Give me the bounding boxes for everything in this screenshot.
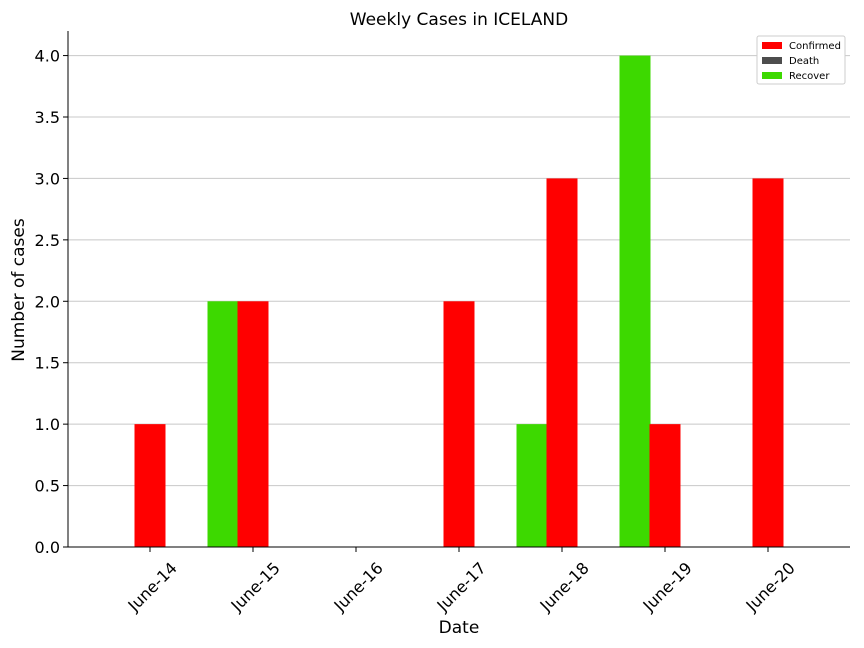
- bar-recover: [207, 301, 239, 547]
- chart-title: Weekly Cases in ICELAND: [350, 10, 568, 30]
- bar-confirmed: [546, 178, 578, 547]
- legend-swatch: [762, 42, 782, 49]
- bar-confirmed: [649, 424, 681, 547]
- bar-confirmed: [134, 424, 166, 547]
- x-axis-title: Date: [439, 618, 480, 638]
- y-tick-label: 1.5: [35, 354, 60, 373]
- x-tick-label: June-19: [639, 558, 696, 615]
- x-tick-label: June-20: [742, 558, 799, 615]
- axes: [63, 31, 850, 552]
- x-tick-labels: June-14 June-15 June-16 June-17 June-18 June-…: [124, 558, 799, 615]
- x-tick-label: June-17: [433, 558, 490, 615]
- x-tick-label: June-16: [330, 558, 387, 615]
- y-tick-label: 3.5: [35, 108, 60, 127]
- bar-recover: [619, 55, 651, 547]
- legend-label: Recover: [789, 71, 830, 82]
- y-axis-title: Number of cases: [9, 218, 29, 362]
- bar-confirmed: [752, 178, 784, 547]
- x-tick-label: June-18: [536, 558, 593, 615]
- legend-swatch: [762, 57, 782, 64]
- x-tick-label: June-15: [227, 558, 284, 615]
- bars: [134, 55, 784, 547]
- legend-label: Death: [789, 56, 819, 67]
- x-tick-label: June-14: [124, 558, 181, 615]
- legend: Confirmed Death Recover: [756, 35, 846, 85]
- y-tick-label: 2.0: [35, 292, 60, 311]
- y-tick-label: 0.5: [35, 477, 60, 496]
- y-tick-labels: 0.0 0.5 1.0 1.5 2.0 2.5 3.0 3.5 4.0: [35, 47, 60, 557]
- y-tick-label: 3.0: [35, 169, 60, 188]
- legend-label: Confirmed: [789, 41, 841, 52]
- y-tick-label: 1.0: [35, 415, 60, 434]
- y-tick-label: 2.5: [35, 231, 60, 250]
- y-tick-label: 4.0: [35, 47, 60, 66]
- legend-swatch: [762, 72, 782, 79]
- y-tick-label: 0.0: [35, 538, 60, 557]
- bar-confirmed: [237, 301, 269, 547]
- bar-confirmed: [443, 301, 475, 547]
- bar-recover: [516, 424, 548, 547]
